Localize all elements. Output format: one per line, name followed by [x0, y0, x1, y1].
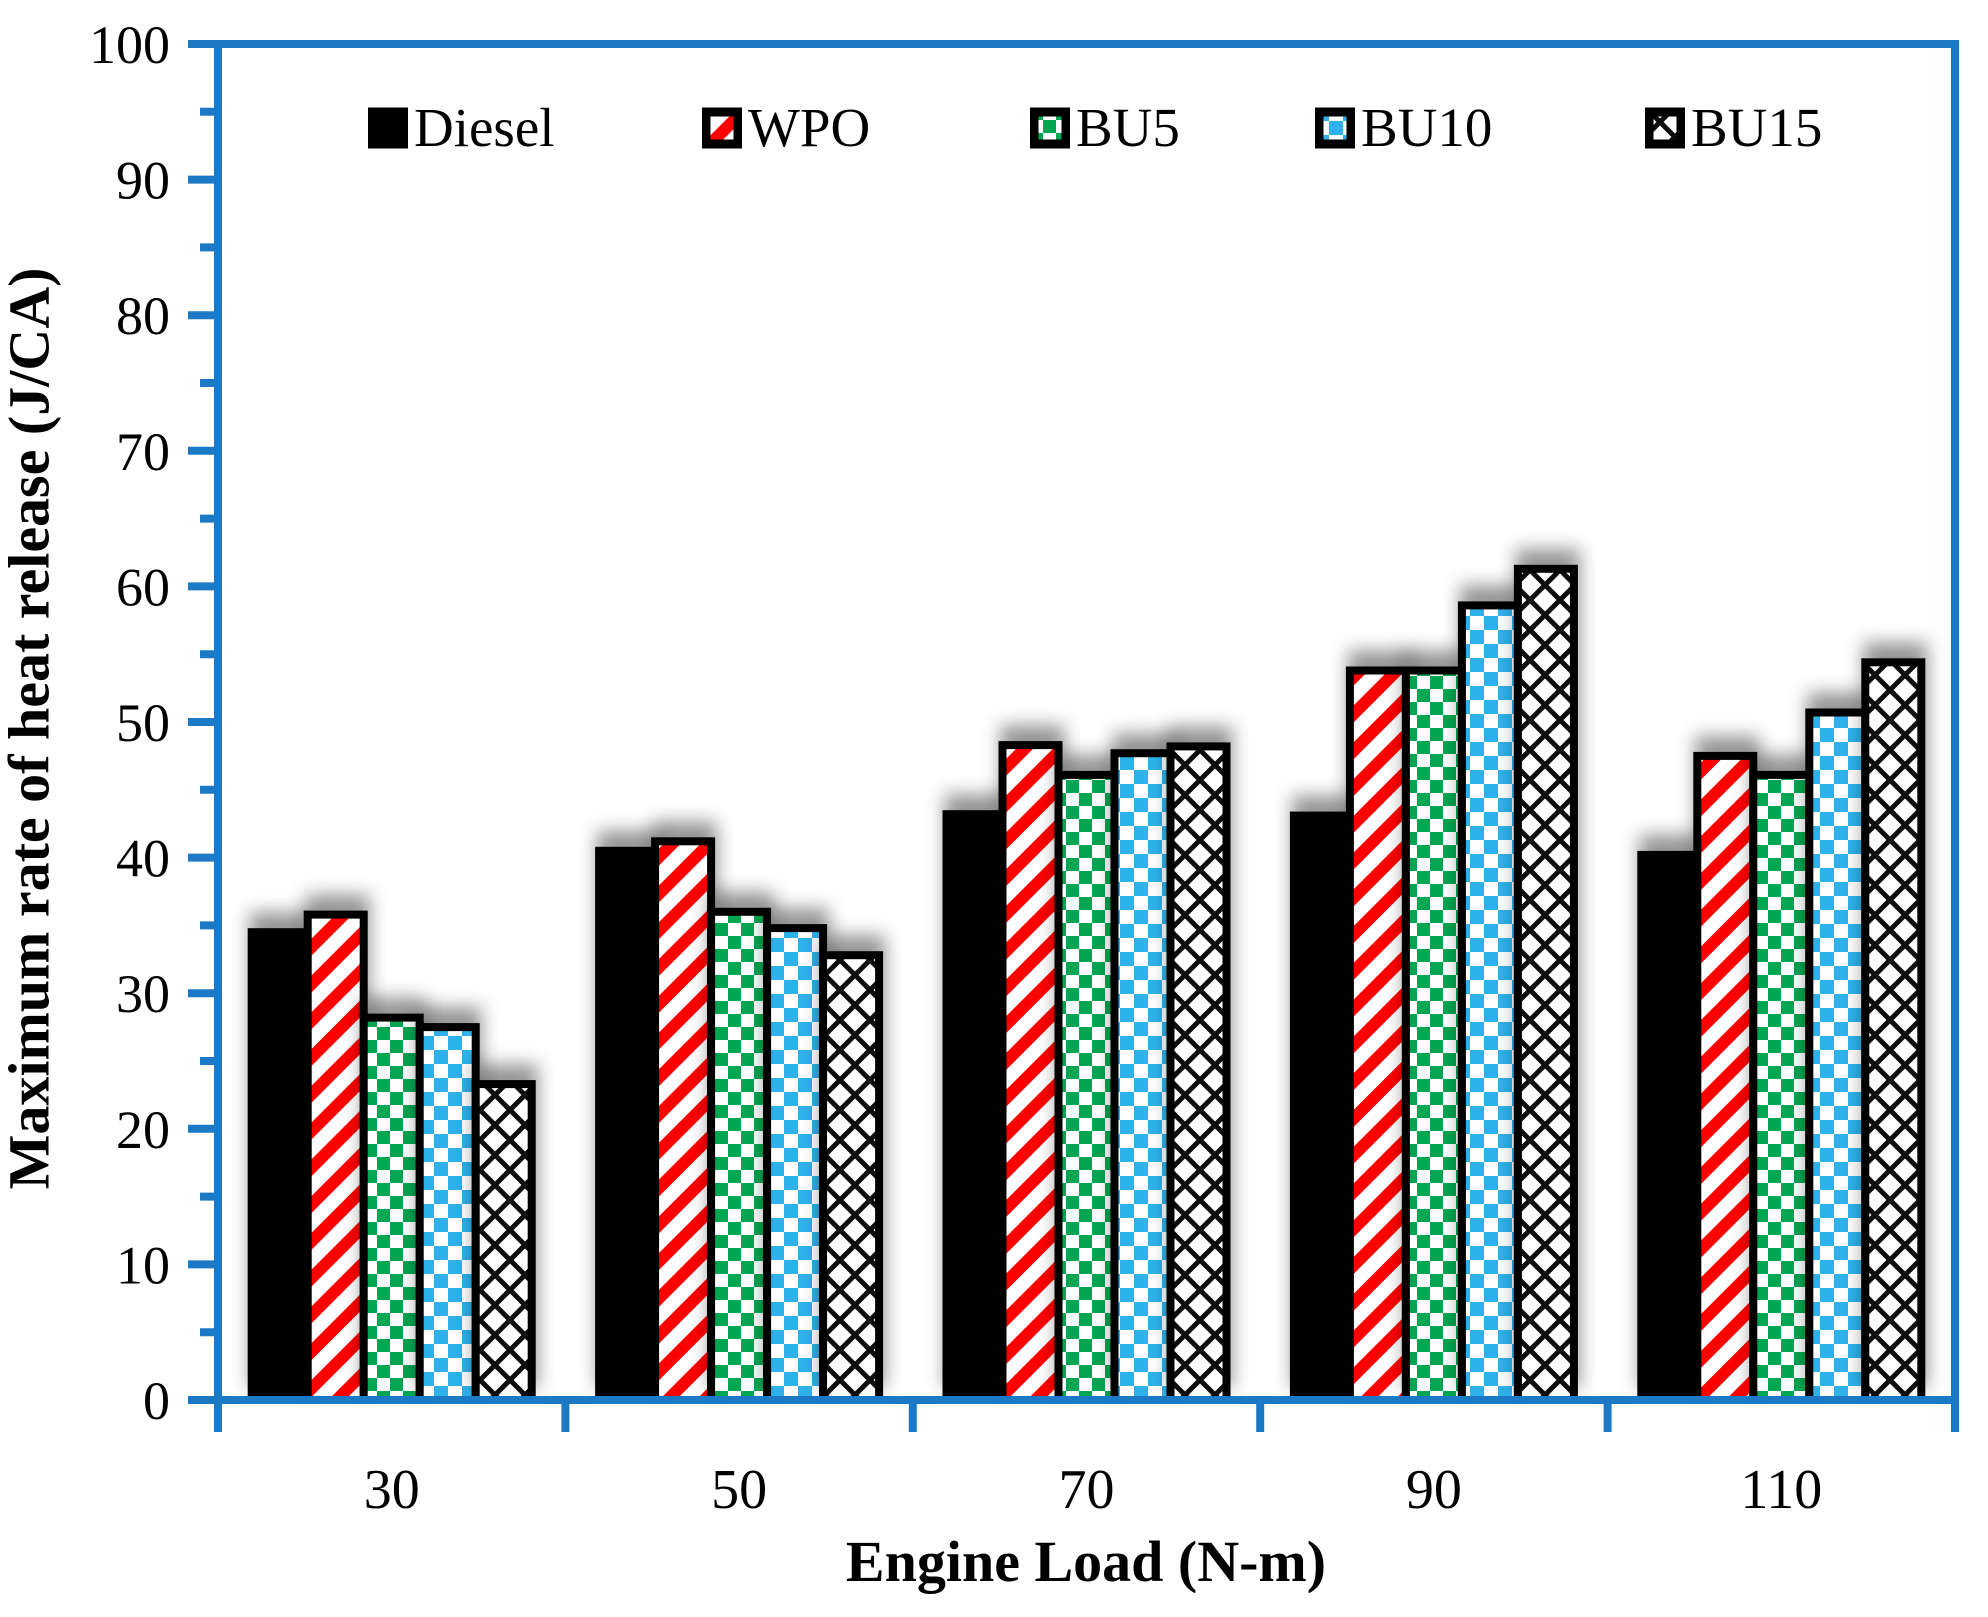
legend-swatch-bu5-icon: [1030, 107, 1070, 148]
legend-swatch-diesel-icon: [368, 107, 408, 148]
bar-wpo-90: [1345, 666, 1410, 1404]
legend-label: BU5: [1076, 97, 1180, 158]
bar-bu10-90: [1457, 601, 1522, 1404]
legend-item-bu15: BU15: [1645, 100, 1822, 155]
bar-diesel-50: [595, 846, 660, 1404]
legend-label: BU15: [1691, 97, 1823, 158]
bar-diesel-30: [247, 928, 312, 1404]
legend-swatch-bu15-icon: [1645, 107, 1685, 148]
legend-item-bu10: BU10: [1315, 100, 1492, 155]
bar-bu10-50: [763, 924, 828, 1404]
y-axis-title: Maximum rate of heat release (J/CA): [0, 267, 62, 1190]
bar-bu5-90: [1401, 666, 1466, 1404]
bar-bu5-30: [359, 1013, 424, 1404]
legend-item-diesel: Diesel: [368, 100, 555, 155]
bar-bu10-110: [1805, 708, 1870, 1404]
bar-diesel-110: [1637, 850, 1702, 1404]
bar-bu15-70: [1166, 742, 1231, 1404]
bar-bu5-70: [1054, 770, 1119, 1404]
bar-bu15-30: [471, 1080, 536, 1404]
bar-bu5-50: [707, 907, 772, 1404]
bar-wpo-70: [998, 741, 1063, 1404]
bar-bu5-110: [1749, 770, 1814, 1404]
legend-label: WPO: [748, 97, 871, 158]
bar-bu10-70: [1110, 749, 1175, 1404]
y-tick-label: 50: [116, 693, 170, 753]
legend-item-bu5: BU5: [1030, 100, 1180, 155]
bar-bu15-110: [1861, 658, 1926, 1404]
bar-bu15-50: [819, 951, 884, 1404]
y-tick-label: 30: [116, 964, 170, 1024]
x-tick-label-90: 90: [1406, 1459, 1462, 1521]
y-tick-label: 100: [89, 15, 170, 75]
legend-label: BU10: [1361, 97, 1493, 158]
x-tick-label-110: 110: [1740, 1459, 1822, 1521]
y-tick-label: 40: [116, 829, 170, 889]
legend-swatch-wpo-icon: [702, 107, 742, 148]
legend-label: Diesel: [414, 97, 555, 158]
y-tick-label: 70: [116, 422, 170, 482]
y-tick-label: 60: [116, 557, 170, 617]
bar-bu10-30: [415, 1023, 480, 1404]
bar-wpo-50: [651, 837, 716, 1404]
y-tick-label: 80: [116, 286, 170, 346]
y-tick-label: 10: [116, 1235, 170, 1295]
y-tick-label: 20: [116, 1100, 170, 1160]
legend: Diesel WPO BU5 BU10 BU15: [0, 100, 1988, 170]
x-tick-label-50: 50: [711, 1459, 767, 1521]
x-tick-label-30: 30: [364, 1459, 420, 1521]
bar-bu15-90: [1513, 564, 1578, 1404]
bar-wpo-30: [303, 910, 368, 1404]
bar-diesel-90: [1289, 811, 1354, 1404]
x-tick-label-70: 70: [1059, 1459, 1115, 1521]
legend-item-wpo: WPO: [702, 100, 870, 155]
bar-wpo-110: [1693, 751, 1758, 1404]
bar-diesel-70: [942, 810, 1007, 1404]
y-tick-label: 90: [116, 151, 170, 211]
legend-swatch-bu10-icon: [1315, 107, 1355, 148]
x-axis-title: Engine Load (N-m): [845, 1529, 1327, 1594]
y-tick-label: 0: [143, 1371, 170, 1431]
